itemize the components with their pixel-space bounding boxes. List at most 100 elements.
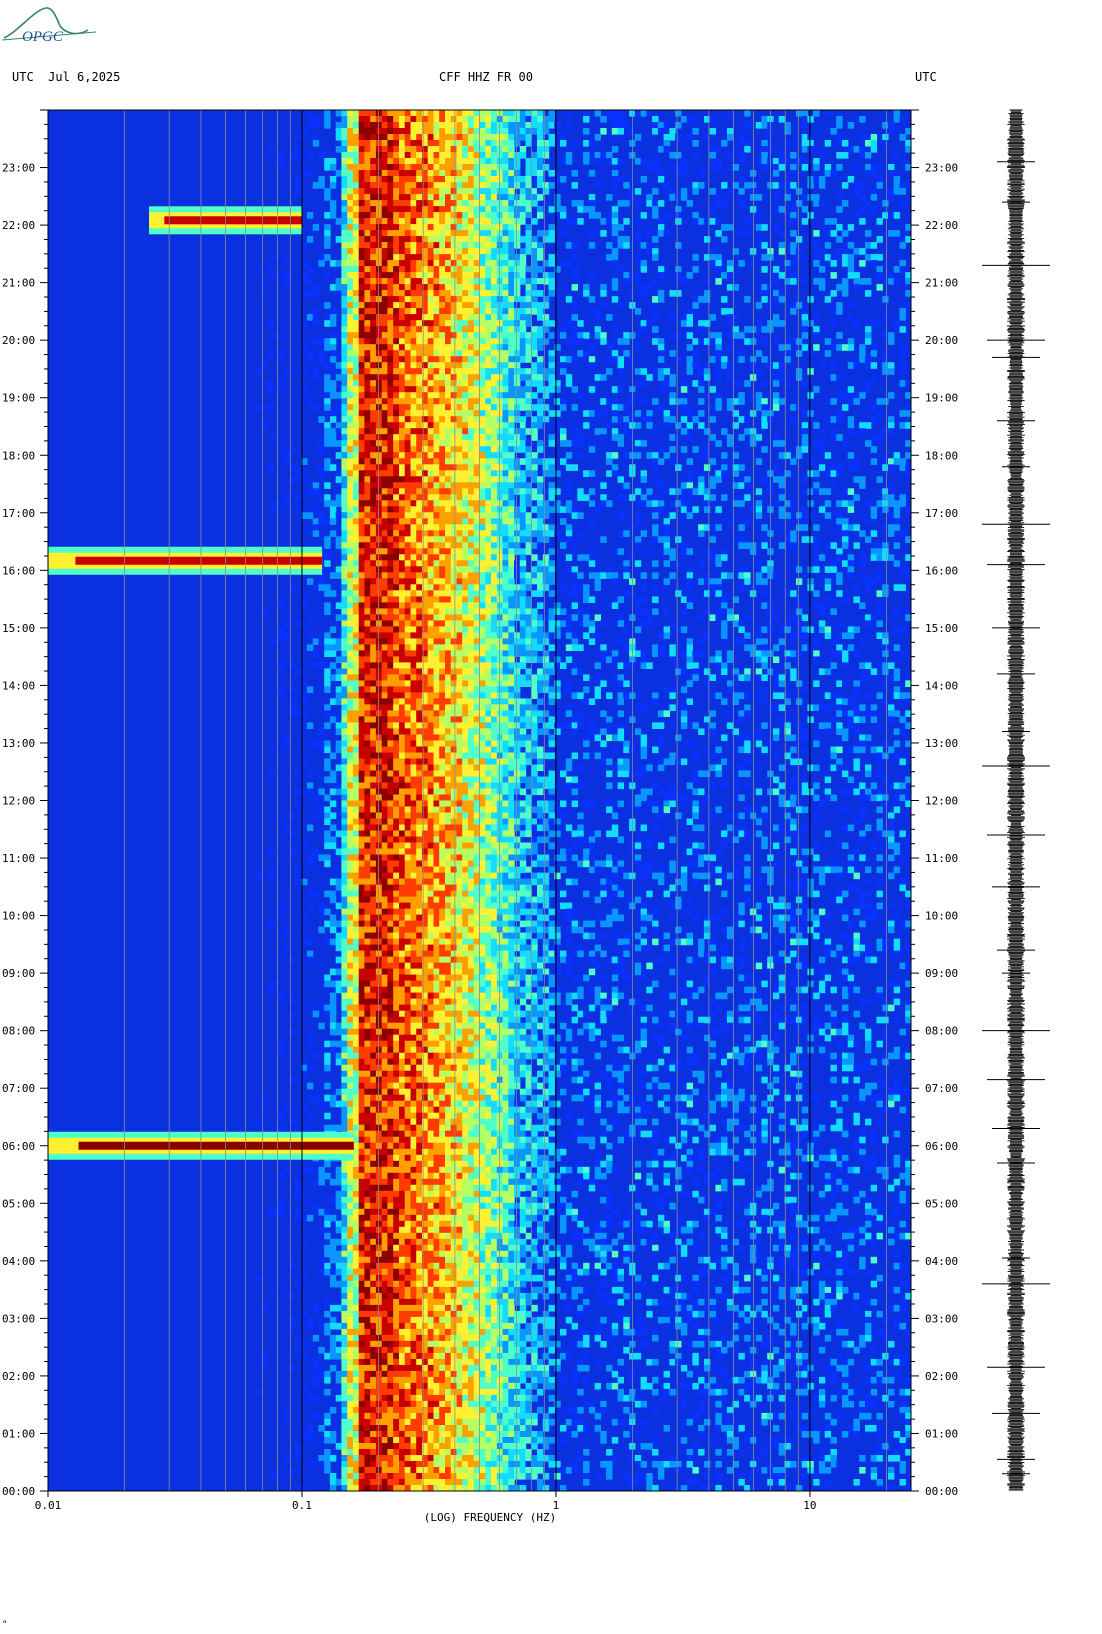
heatmap-cell — [807, 182, 814, 189]
heatmap-cell — [652, 200, 659, 207]
heatmap-cell — [514, 194, 521, 201]
heatmap-cell — [387, 566, 394, 573]
heatmap-cell — [485, 398, 492, 405]
heatmap-cell — [416, 386, 423, 393]
heatmap-cell — [387, 398, 394, 405]
heatmap-cell — [531, 110, 538, 117]
heatmap-cell — [445, 464, 452, 471]
heatmap-cell — [433, 296, 440, 303]
heatmap-cell — [686, 422, 693, 429]
heatmap-cell — [508, 392, 515, 399]
heatmap-cell — [795, 512, 803, 519]
heatmap-cell — [744, 632, 751, 639]
heatmap-cell — [560, 434, 567, 441]
heatmap-cell — [531, 140, 538, 147]
heatmap-cell — [738, 620, 745, 627]
heatmap-cell — [508, 332, 515, 339]
heatmap-cell — [347, 452, 354, 459]
heatmap-cell — [318, 446, 325, 453]
heatmap-cell — [657, 536, 665, 543]
heatmap-cell — [525, 584, 532, 591]
heatmap-cell — [698, 218, 705, 225]
heatmap-cell — [375, 278, 383, 285]
heatmap-cell — [433, 140, 440, 147]
heatmap-cell — [560, 404, 567, 411]
heatmap-cell — [370, 302, 377, 309]
heatmap-cell — [732, 356, 739, 363]
heatmap-cell — [795, 368, 803, 375]
heatmap-cell — [364, 206, 371, 213]
heatmap-cell — [842, 140, 849, 147]
heatmap-cell — [514, 296, 521, 303]
heatmap-cell — [393, 170, 400, 177]
heatmap-cell — [525, 212, 532, 219]
heatmap-cell — [761, 122, 768, 129]
heatmap-cell — [508, 434, 515, 441]
heatmap-cell — [502, 464, 509, 471]
heatmap-cell — [468, 566, 475, 573]
heatmap-cell — [801, 626, 809, 633]
heatmap-cell — [450, 188, 458, 195]
heatmap-cell — [422, 182, 429, 189]
heatmap-cell — [502, 272, 509, 279]
heatmap-cell — [358, 254, 366, 261]
heatmap-cell — [715, 344, 722, 351]
heatmap-cell — [830, 608, 837, 615]
heatmap-cell — [565, 218, 573, 225]
heatmap-cell — [393, 302, 400, 309]
heatmap-cell — [888, 530, 895, 537]
heatmap-cell — [370, 524, 377, 531]
heatmap-cell — [519, 422, 527, 429]
heatmap-cell — [445, 248, 452, 255]
heatmap-cell — [445, 164, 452, 171]
heatmap-cell — [502, 128, 509, 135]
heatmap-cell — [450, 620, 458, 627]
heatmap-cell — [335, 476, 343, 483]
heatmap-cell — [456, 272, 463, 279]
heatmap-cell — [393, 380, 400, 387]
heatmap-cell — [347, 260, 354, 267]
heatmap-cell — [433, 590, 440, 597]
heatmap-cell — [588, 356, 596, 363]
heatmap-cell — [427, 458, 435, 465]
heatmap-cell — [422, 212, 429, 219]
heatmap-cell — [508, 626, 515, 633]
heatmap-cell — [738, 134, 745, 141]
heatmap-cell — [772, 170, 780, 177]
heatmap-cell — [473, 212, 481, 219]
heatmap-cell — [318, 260, 325, 267]
heatmap-cell — [399, 134, 406, 141]
heatmap-cell — [456, 458, 463, 465]
heatmap-cell — [847, 302, 855, 309]
heatmap-cell — [491, 410, 498, 417]
heatmap-cell — [422, 416, 429, 423]
heatmap-cell — [824, 218, 832, 225]
heatmap-cell — [583, 332, 590, 339]
heatmap-cell — [888, 278, 895, 285]
heatmap-cell — [726, 224, 734, 231]
heatmap-cell — [491, 440, 498, 447]
heatmap-cell — [433, 206, 440, 213]
heatmap-cell — [479, 356, 486, 363]
heatmap-cell — [888, 392, 895, 399]
heatmap-cell — [508, 224, 515, 231]
heatmap-cell — [795, 302, 803, 309]
heatmap-cell — [393, 518, 400, 525]
heatmap-cell — [836, 134, 843, 141]
heatmap-cell — [491, 212, 498, 219]
heatmap-cell — [370, 446, 377, 453]
heatmap-cell — [410, 464, 417, 471]
heatmap-cell — [813, 176, 820, 183]
heatmap-cell — [445, 500, 452, 507]
heatmap-cell — [306, 632, 314, 639]
heatmap-cell — [468, 128, 475, 135]
heatmap-cell — [329, 206, 337, 213]
heatmap-cell — [715, 260, 722, 267]
heatmap-cell — [571, 218, 578, 225]
heatmap-cell — [329, 626, 337, 633]
heatmap-cell — [375, 254, 383, 261]
heatmap-cell — [479, 500, 486, 507]
heatmap-cell — [358, 494, 366, 501]
heatmap-cell — [347, 320, 354, 327]
heatmap-cell — [462, 308, 469, 315]
